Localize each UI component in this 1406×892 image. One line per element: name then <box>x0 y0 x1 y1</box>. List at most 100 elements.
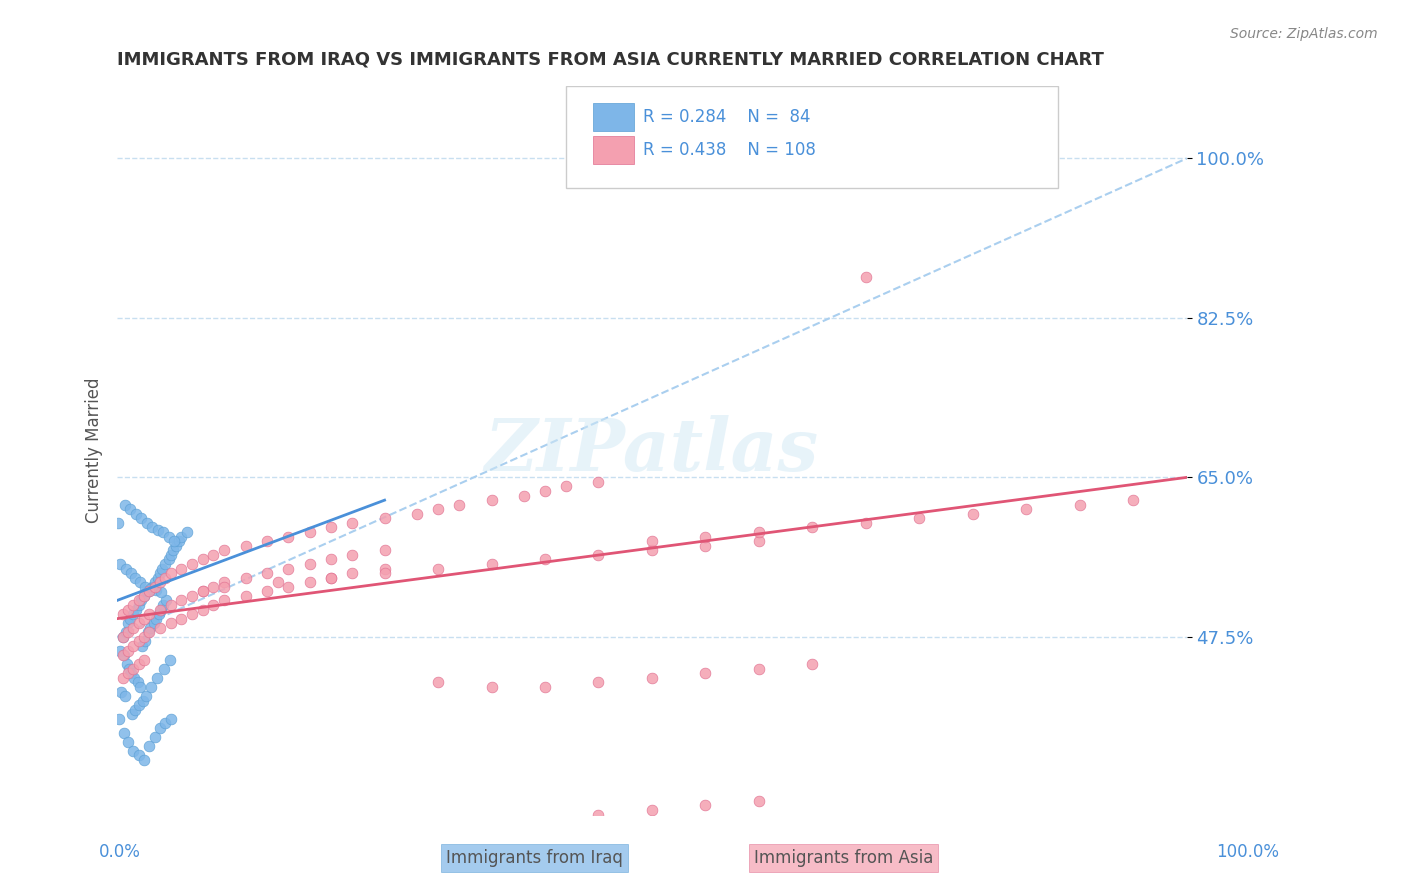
Point <box>115 657 138 672</box>
Point <box>141 580 163 594</box>
Point <box>136 516 159 530</box>
Point <box>148 607 170 621</box>
Point <box>155 716 177 731</box>
Point <box>801 657 824 672</box>
Point <box>129 511 152 525</box>
Point <box>149 621 172 635</box>
Point <box>191 584 214 599</box>
Text: R = 0.438    N = 108: R = 0.438 N = 108 <box>644 141 817 159</box>
Point <box>150 561 173 575</box>
Point <box>149 575 172 590</box>
Point <box>124 703 146 717</box>
Point <box>111 607 134 621</box>
Point <box>202 580 225 594</box>
Point <box>748 794 770 808</box>
Point <box>132 589 155 603</box>
Point <box>138 625 160 640</box>
Point <box>1122 493 1144 508</box>
FancyBboxPatch shape <box>593 103 634 131</box>
Point <box>117 602 139 616</box>
Point <box>256 534 278 549</box>
Point <box>159 616 181 631</box>
Point <box>277 580 299 594</box>
Point <box>588 675 610 690</box>
Point <box>170 593 193 607</box>
Point <box>181 589 204 603</box>
Point <box>138 739 160 754</box>
Point <box>191 584 214 599</box>
Point <box>962 507 984 521</box>
Point <box>110 684 132 698</box>
Point <box>157 530 180 544</box>
Point <box>118 502 141 516</box>
Point <box>157 552 180 566</box>
Point <box>170 612 193 626</box>
Point <box>145 612 167 626</box>
Point <box>124 671 146 685</box>
Y-axis label: Currently Married: Currently Married <box>86 377 103 523</box>
Point <box>427 675 450 690</box>
Point <box>110 643 132 657</box>
Point <box>748 662 770 676</box>
Point <box>855 516 877 530</box>
Point <box>139 582 162 596</box>
Point <box>132 630 155 644</box>
Point <box>167 534 190 549</box>
Point <box>128 575 150 590</box>
Point <box>374 561 396 575</box>
Point <box>1069 498 1091 512</box>
Point <box>277 530 299 544</box>
Point <box>114 689 136 703</box>
Point <box>534 680 557 694</box>
Point <box>118 662 141 676</box>
Point <box>128 680 150 694</box>
Point <box>129 593 152 607</box>
Point <box>107 516 129 530</box>
Point <box>748 534 770 549</box>
Point <box>202 548 225 562</box>
Point <box>124 571 146 585</box>
Point <box>235 571 257 585</box>
Point <box>146 571 169 585</box>
Point <box>159 653 181 667</box>
Text: 100.0%: 100.0% <box>1216 843 1279 861</box>
Point <box>266 575 288 590</box>
Point <box>110 557 132 571</box>
Point <box>138 584 160 599</box>
Point <box>128 598 150 612</box>
Point <box>159 548 181 562</box>
Point <box>145 671 167 685</box>
Point <box>588 548 610 562</box>
Point <box>122 662 145 676</box>
Point <box>256 584 278 599</box>
Text: ZIPatlas: ZIPatlas <box>485 415 820 485</box>
Point <box>512 489 534 503</box>
Point <box>125 602 148 616</box>
Point <box>114 625 136 640</box>
Point <box>342 566 364 580</box>
Point <box>155 593 177 607</box>
Point <box>132 589 155 603</box>
Point <box>374 543 396 558</box>
Point <box>748 524 770 539</box>
Point <box>114 498 136 512</box>
Point <box>235 539 257 553</box>
Text: R = 0.284    N =  84: R = 0.284 N = 84 <box>644 108 811 126</box>
Point <box>277 561 299 575</box>
Point <box>142 616 165 631</box>
Point <box>112 648 135 662</box>
Point <box>191 552 214 566</box>
Point <box>163 534 186 549</box>
Point <box>159 566 181 580</box>
Point <box>374 511 396 525</box>
Point <box>132 693 155 707</box>
Point <box>534 816 557 830</box>
Point <box>374 566 396 580</box>
Point <box>117 666 139 681</box>
Point <box>155 571 177 585</box>
Point <box>138 607 160 621</box>
Point <box>342 548 364 562</box>
Point <box>212 593 235 607</box>
Point <box>695 539 717 553</box>
Point <box>152 598 174 612</box>
